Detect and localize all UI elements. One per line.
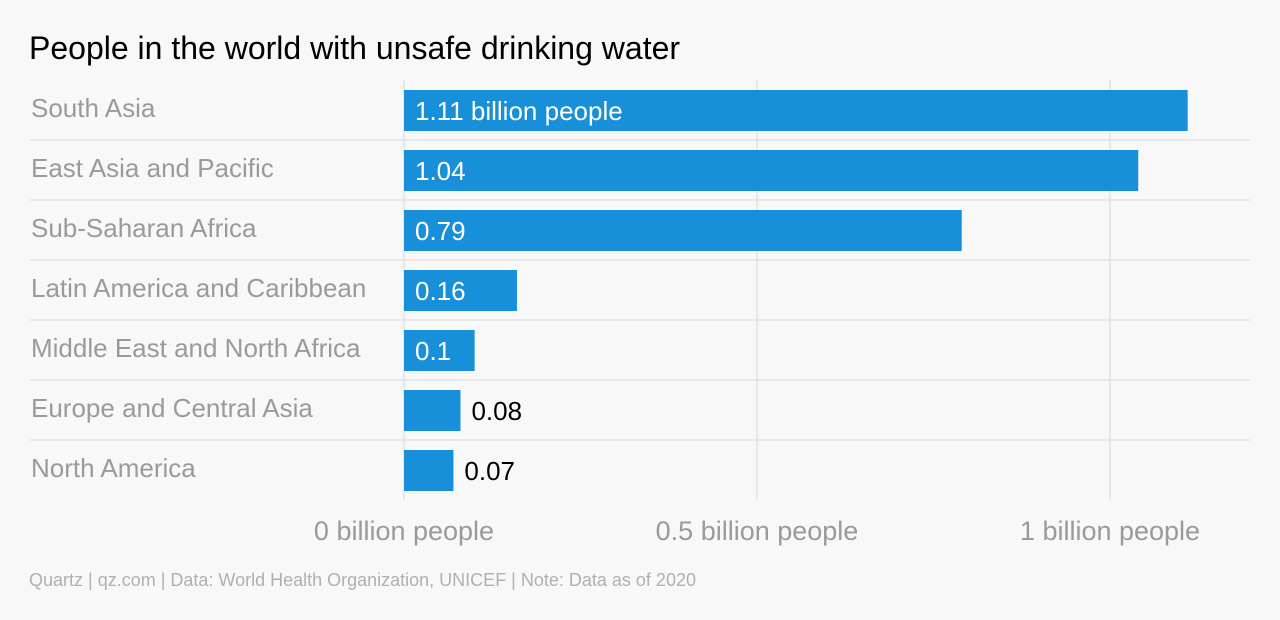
value-label: 1.11 billion people	[415, 96, 623, 126]
bars: 1.11 billion people 1.04 0.79 0.16 0.1 0.08 0.…	[404, 90, 1188, 491]
category-label: South Asia	[31, 93, 156, 123]
category-label: Europe and Central Asia	[31, 393, 313, 423]
bar-6	[404, 450, 454, 491]
category-label: North America	[31, 453, 196, 483]
x-tick-label: 0 billion people	[314, 516, 494, 546]
bar-5	[404, 390, 461, 431]
grid	[30, 80, 1250, 500]
source-note: Quartz | qz.com | Data: World Health Org…	[29, 570, 696, 590]
bar-0	[404, 90, 1188, 131]
x-tick-label: 1 billion people	[1020, 516, 1200, 546]
bar-4	[404, 330, 475, 371]
category-labels: South Asia East Asia and Pacific Sub-Sahar…	[31, 93, 366, 483]
value-label: 0.08	[471, 396, 522, 426]
category-label: Middle East and North Africa	[31, 333, 361, 363]
category-label: Sub-Saharan Africa	[31, 213, 257, 243]
value-label: 0.16	[415, 276, 466, 306]
value-label: 0.07	[464, 456, 515, 486]
value-label: 0.79	[415, 216, 466, 246]
value-label: 1.04	[415, 156, 466, 186]
bar-3	[404, 270, 517, 311]
category-label: Latin America and Caribbean	[31, 273, 366, 303]
x-tick-label: 0.5 billion people	[656, 516, 859, 546]
bar-2	[404, 210, 962, 251]
value-label: 0.1	[415, 336, 451, 366]
bar-1	[404, 150, 1139, 191]
chart-title: People in the world with unsafe drinking…	[29, 30, 680, 66]
x-axis-ticks: 0 billion people 0.5 billion people 1 bill…	[314, 516, 1200, 546]
category-label: East Asia and Pacific	[31, 153, 274, 183]
